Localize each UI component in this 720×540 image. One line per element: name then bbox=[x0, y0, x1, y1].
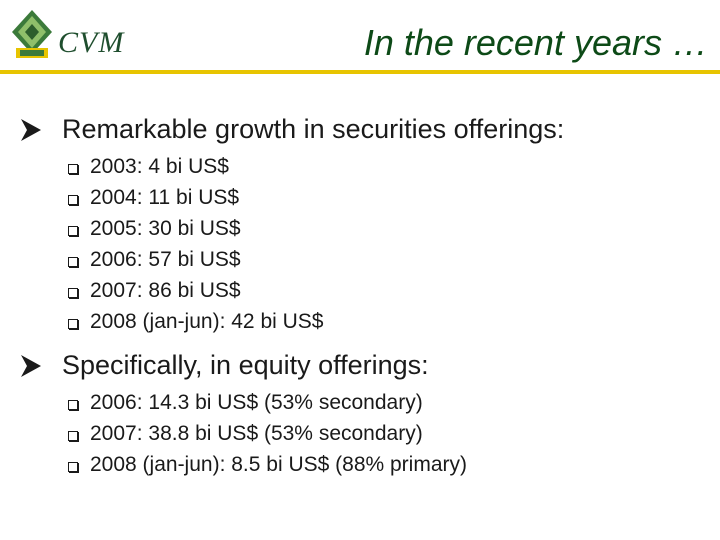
section-heading: Specifically, in equity offerings: bbox=[18, 350, 467, 381]
section-equity-offerings: Specifically, in equity offerings: 2006:… bbox=[18, 350, 467, 480]
arrow-bullet-icon bbox=[21, 118, 41, 141]
list-item-text: 2006: 57 bi US$ bbox=[90, 247, 241, 271]
list-item-text: 2005: 30 bi US$ bbox=[90, 216, 241, 240]
bullet-list: 2003: 4 bi US$ 2004: 11 bi US$ 2005: 30 … bbox=[68, 151, 564, 337]
list-item-text: 2008 (jan-jun): 42 bi US$ bbox=[90, 309, 324, 333]
cvm-logo: CVM bbox=[12, 10, 152, 66]
checkbox-bullet-icon bbox=[68, 318, 78, 329]
cvm-logo-icon bbox=[12, 10, 52, 58]
list-item-text: 2007: 86 bi US$ bbox=[90, 278, 241, 302]
list-item-text: 2008 (jan-jun): 8.5 bi US$ (88% primary) bbox=[90, 452, 467, 476]
list-item-text: 2004: 11 bi US$ bbox=[90, 185, 240, 209]
checkbox-bullet-icon bbox=[68, 430, 78, 441]
section-securities-offerings: Remarkable growth in securities offering… bbox=[18, 114, 564, 337]
list-item-text: 2006: 14.3 bi US$ (53% secondary) bbox=[90, 390, 423, 414]
header-divider bbox=[0, 70, 720, 74]
section-heading: Remarkable growth in securities offering… bbox=[18, 114, 564, 145]
list-item-text: 2003: 4 bi US$ bbox=[90, 154, 229, 178]
list-item-text: 2007: 38.8 bi US$ (53% secondary) bbox=[90, 421, 423, 445]
list-item: 2007: 38.8 bi US$ (53% secondary) bbox=[68, 418, 467, 449]
page-title: In the recent years … bbox=[363, 22, 708, 63]
list-item: 2005: 30 bi US$ bbox=[68, 213, 564, 244]
list-item: 2004: 11 bi US$ bbox=[68, 182, 564, 213]
checkbox-bullet-icon bbox=[68, 287, 78, 298]
list-item: 2007: 86 bi US$ bbox=[68, 275, 564, 306]
checkbox-bullet-icon bbox=[68, 163, 78, 174]
checkbox-bullet-icon bbox=[68, 225, 78, 236]
list-item: 2006: 57 bi US$ bbox=[68, 244, 564, 275]
list-item: 2003: 4 bi US$ bbox=[68, 151, 564, 182]
arrow-bullet-icon bbox=[21, 354, 41, 377]
checkbox-bullet-icon bbox=[68, 399, 78, 410]
heading-text: Specifically, in equity offerings: bbox=[62, 350, 429, 380]
list-item: 2008 (jan-jun): 42 bi US$ bbox=[68, 306, 564, 337]
checkbox-bullet-icon bbox=[68, 256, 78, 267]
logo-text: CVM bbox=[58, 26, 125, 59]
checkbox-bullet-icon bbox=[68, 461, 78, 472]
checkbox-bullet-icon bbox=[68, 194, 78, 205]
list-item: 2006: 14.3 bi US$ (53% secondary) bbox=[68, 387, 467, 418]
heading-text: Remarkable growth in securities offering… bbox=[62, 114, 565, 144]
list-item: 2008 (jan-jun): 8.5 bi US$ (88% primary) bbox=[68, 449, 467, 480]
bullet-list: 2006: 14.3 bi US$ (53% secondary) 2007: … bbox=[68, 387, 467, 480]
